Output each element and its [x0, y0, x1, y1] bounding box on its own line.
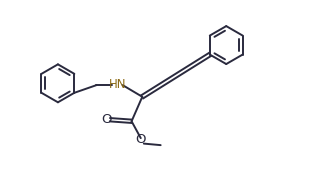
Text: O: O [101, 113, 112, 126]
Text: HN: HN [109, 78, 126, 91]
Text: O: O [135, 132, 146, 146]
